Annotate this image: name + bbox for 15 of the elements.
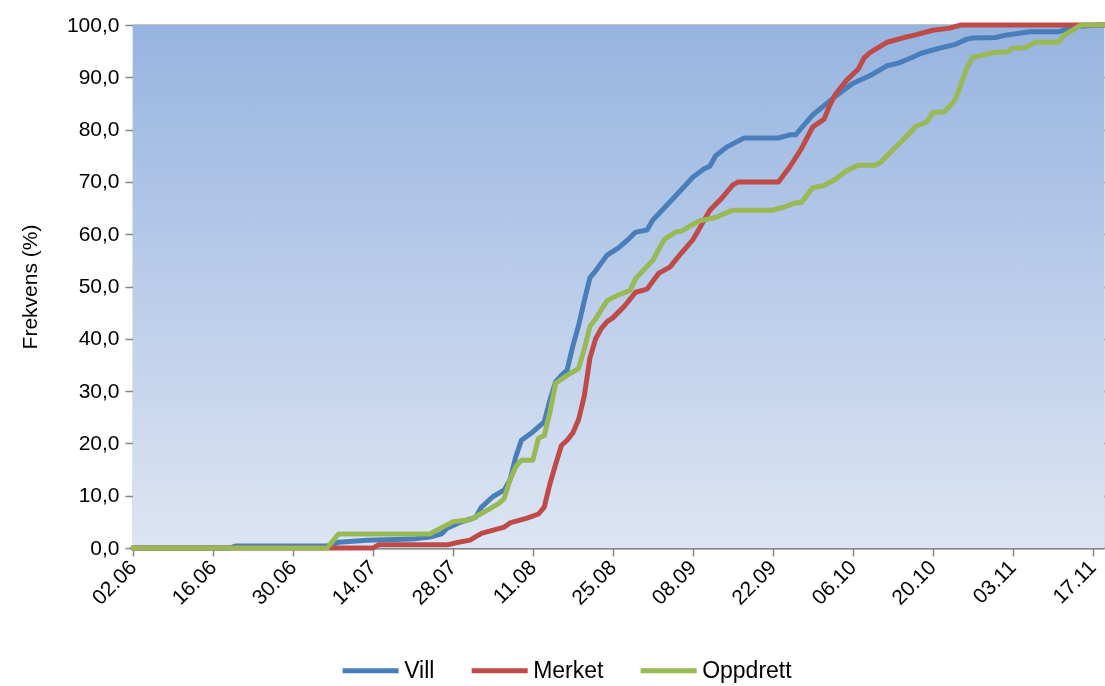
y-tick-label: 20,0 [78, 430, 120, 454]
y-tick-label: 80,0 [78, 117, 120, 141]
legend-label: Merket [533, 656, 605, 683]
y-tick-label: 70,0 [78, 169, 120, 193]
y-tick-label: 100,0 [66, 12, 120, 36]
y-tick-label: 90,0 [78, 64, 120, 88]
y-tick-label: 60,0 [78, 221, 120, 245]
legend-label: Oppdrett [702, 656, 793, 683]
y-tick-label: 40,0 [78, 326, 120, 350]
y-tick-label: 10,0 [78, 483, 120, 507]
y-axis-title: Frekvens (%) [17, 224, 41, 350]
y-tick-label: 0,0 [90, 535, 120, 559]
y-tick-label: 50,0 [78, 274, 120, 297]
legend-label: Vill [404, 656, 435, 683]
y-tick-label: 30,0 [78, 378, 120, 402]
